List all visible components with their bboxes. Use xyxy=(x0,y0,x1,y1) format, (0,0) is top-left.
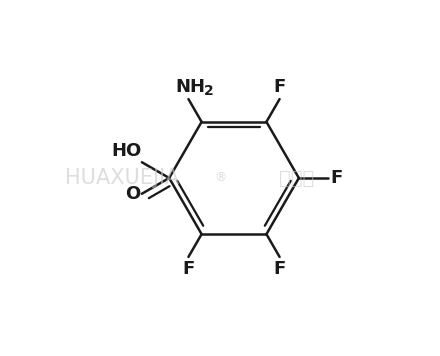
Text: 化学加: 化学加 xyxy=(279,168,315,188)
Text: F: F xyxy=(330,169,343,187)
Text: HUAXUEJIA: HUAXUEJIA xyxy=(65,168,179,188)
Text: F: F xyxy=(182,260,194,278)
Text: ®: ® xyxy=(214,172,226,184)
Text: O: O xyxy=(125,185,140,203)
Text: HO: HO xyxy=(112,142,142,161)
Text: 2: 2 xyxy=(204,84,214,98)
Text: F: F xyxy=(273,78,286,96)
Text: F: F xyxy=(273,260,286,278)
Text: NH: NH xyxy=(175,78,205,96)
